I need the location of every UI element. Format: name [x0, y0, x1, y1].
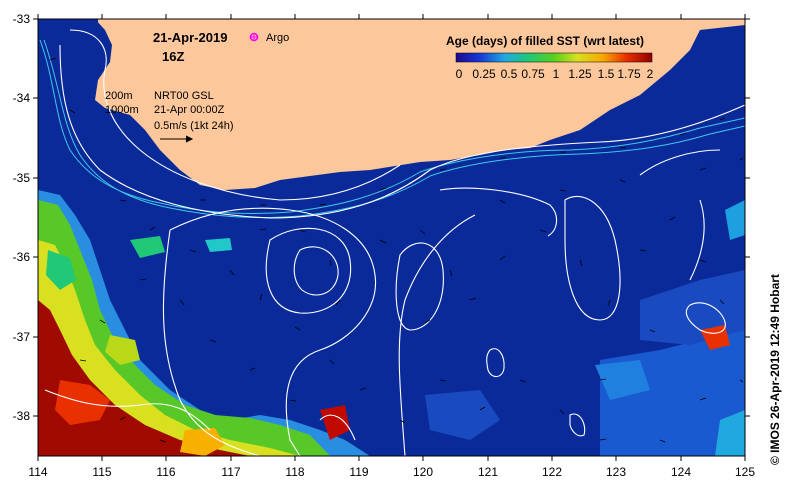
lon-tick-label: 115: [92, 465, 111, 479]
lon-tick-label: 120: [413, 465, 433, 479]
lon-tick-label: 124: [671, 465, 691, 479]
axis-ticks: [33, 14, 750, 461]
lon-tick-labels: 114 115 116 117 118 119 120 121 122 123 …: [28, 465, 755, 479]
argo-label: Argo: [266, 32, 289, 44]
ssh-contours: [44, 29, 745, 456]
argo-marker-icon: [249, 32, 259, 42]
lat-tick-labels: -33 -34 -35 -36 -37 -38: [13, 12, 31, 423]
lat-tick-label: -36: [13, 250, 31, 264]
lon-tick-label: 121: [478, 465, 498, 479]
colorbar-tick-label: 0.5: [501, 67, 518, 81]
lat-tick-label: -35: [13, 171, 31, 185]
lat-tick-label: -38: [13, 409, 31, 423]
map-hour: 16Z: [162, 49, 184, 64]
lon-tick-label: 117: [221, 465, 240, 479]
lat-tick-label: -33: [13, 12, 31, 26]
colorbar-title: Age (days) of filled SST (wrt latest): [446, 34, 644, 48]
lon-tick-label: 114: [28, 465, 47, 479]
lon-tick-label: 122: [542, 465, 562, 479]
colorbar-tick-label: 0: [456, 67, 463, 81]
colorbar-tick-label: 2: [647, 67, 654, 81]
lon-tick-label: 123: [606, 465, 626, 479]
lat-tick-label: -34: [13, 91, 31, 105]
colorbar-tick-label: 1.5: [598, 67, 615, 81]
lon-tick-label: 118: [285, 465, 304, 479]
colorbar: Age (days) of filled SST (wrt latest) 0 …: [446, 34, 654, 81]
lon-tick-label: 125: [735, 465, 755, 479]
product-label: NRT00 GSL: [154, 90, 214, 102]
isobath-lines: [39, 39, 745, 219]
lon-tick-label: 116: [156, 465, 175, 479]
colorbar-tick-label: 1.75: [617, 67, 641, 81]
contour-200-label: 200m: [105, 90, 133, 102]
colorbar-tick-label: 1.25: [568, 67, 592, 81]
sst-age-patches: [38, 80, 745, 456]
scale-arrow-icon: [160, 135, 194, 143]
current-vectors: [49, 57, 744, 443]
colorbar-tick-label: 0.25: [472, 67, 496, 81]
colorbar-tick-label: 1: [553, 67, 560, 81]
lon-tick-label: 119: [349, 465, 368, 479]
current-scale-label: 0.5m/s (1kt 24h): [154, 120, 233, 132]
contour-1000-label: 1000m: [105, 104, 139, 116]
credit-text: © IMOS 26-Apr-2019 12:49 Hobart: [768, 274, 782, 465]
map-date: 21-Apr-2019: [153, 30, 227, 45]
colorbar-tick-label: 0.75: [521, 67, 545, 81]
colorbar-ramp: [455, 52, 653, 63]
lat-tick-label: -37: [13, 330, 31, 344]
product-date: 21-Apr 00:00Z: [154, 104, 225, 116]
